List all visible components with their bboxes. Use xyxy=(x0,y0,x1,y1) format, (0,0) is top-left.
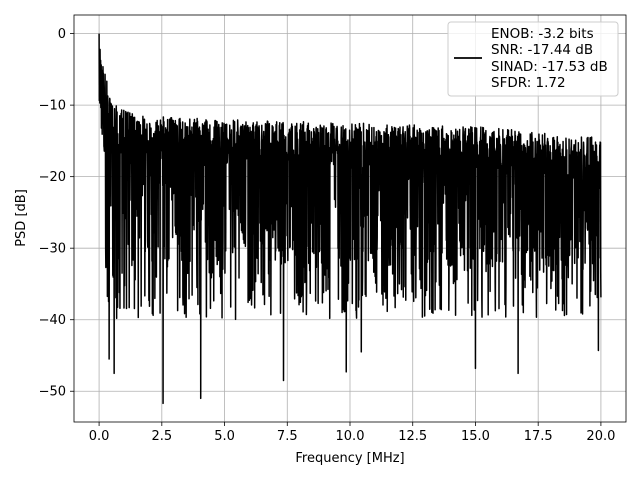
x-axis-label: Frequency [MHz] xyxy=(295,451,404,466)
y-tick-label: 0 xyxy=(58,27,66,42)
x-tick-label: 15.0 xyxy=(461,429,490,444)
psd-series-line xyxy=(98,33,602,405)
y-tick-label: −40 xyxy=(39,313,66,328)
y-tick-label: −30 xyxy=(39,242,66,257)
y-tick-label: −50 xyxy=(39,385,66,400)
y-axis-label: PSD [dB] xyxy=(14,189,29,247)
legend-entry-sinad: SINAD: -17.53 dB xyxy=(491,59,608,75)
x-tick-label: 20.0 xyxy=(586,429,615,444)
y-axis-ticks: 0 −10 −20 −30 −40 −50 xyxy=(39,27,74,400)
x-tick-label: 5.0 xyxy=(214,429,235,444)
y-tick-label: −20 xyxy=(39,170,66,185)
legend-box xyxy=(447,21,619,97)
x-tick-label: 7.5 xyxy=(277,429,298,444)
plot-area xyxy=(98,33,602,405)
x-axis-ticks: 0.0 2.5 5.0 7.5 10.0 12.5 15.0 17.5 20.0 xyxy=(89,422,615,444)
x-tick-label: 12.5 xyxy=(398,429,427,444)
x-tick-label: 0.0 xyxy=(89,429,110,444)
legend-entry-snr: SNR: -17.44 dB xyxy=(491,42,593,58)
x-tick-label: 10.0 xyxy=(336,429,365,444)
legend-entry-enob: ENOB: -3.2 bits xyxy=(491,26,594,42)
legend: ENOB: -3.2 bits SNR: -17.44 dB SINAD: -1… xyxy=(447,21,619,97)
x-tick-label: 17.5 xyxy=(524,429,553,444)
y-tick-label: −10 xyxy=(39,99,66,114)
legend-entry-sfdr: SFDR: 1.72 xyxy=(491,75,566,91)
x-tick-label: 2.5 xyxy=(151,429,172,444)
